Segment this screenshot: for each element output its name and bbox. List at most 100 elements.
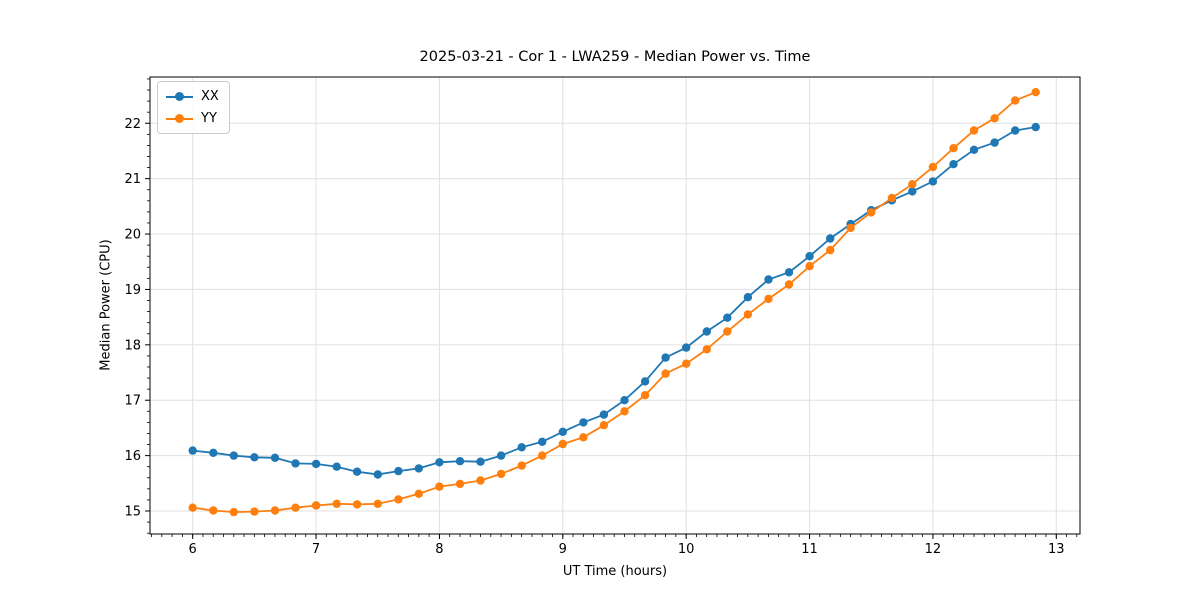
series-yy-point <box>188 503 197 512</box>
series-yy-point <box>579 433 588 442</box>
series-xx-point <box>558 427 567 436</box>
legend-line-marker-icon <box>166 113 193 124</box>
series-xx-point <box>743 293 753 302</box>
series-xx-point <box>990 138 999 147</box>
legend-item-yy: YY <box>166 109 219 128</box>
series-yy-point <box>1031 88 1040 97</box>
x-tick-label: 12 <box>925 542 942 557</box>
series-xx-point <box>188 446 197 455</box>
y-tick-label: 21 <box>124 172 141 187</box>
series-xx-point <box>332 462 341 471</box>
y-tick-label: 15 <box>124 505 141 520</box>
series-yy-point <box>846 223 855 233</box>
y-tick-label: 17 <box>124 394 141 409</box>
series-yy-line <box>192 91 1037 514</box>
series-yy-point <box>435 482 444 491</box>
series-yy-point <box>332 499 341 508</box>
series-yy-point <box>723 327 732 336</box>
series-xx-point <box>969 145 979 154</box>
x-tick-label: 10 <box>678 542 695 557</box>
series-yy-point <box>784 280 794 289</box>
plot-border <box>149 76 1081 535</box>
y-tick-label: 22 <box>124 117 141 132</box>
y-axis-label: Median Power (CPU) <box>98 239 114 371</box>
series-yy-point <box>455 479 465 489</box>
chart-title: 2025-03-21 - Cor 1 - LWA259 - Median Pow… <box>419 49 811 65</box>
series-xx-point <box>579 418 588 427</box>
legend-item-xx: XX <box>166 87 219 106</box>
series-yy-point <box>928 162 938 172</box>
x-tick-label: 7 <box>312 542 320 557</box>
series-yy-point <box>1011 96 1020 105</box>
series-xx-point <box>784 268 794 277</box>
series-xx-point <box>640 377 650 386</box>
series-yy-point <box>908 180 917 189</box>
series-yy-point <box>558 439 567 449</box>
series-yy-point <box>291 503 300 512</box>
series-yy-point <box>949 144 958 153</box>
series-yy-point <box>229 507 238 517</box>
series-xx-point <box>414 464 423 473</box>
series-xx-point <box>682 343 691 352</box>
series-yy-point <box>414 489 423 498</box>
series-xx-point <box>1031 122 1040 132</box>
series-xx-point <box>661 353 670 362</box>
series-yy-point <box>476 476 485 485</box>
series-xx-point <box>723 313 732 322</box>
series-yy-point <box>599 421 609 430</box>
x-tick-label: 6 <box>189 542 197 557</box>
series-yy-point <box>209 506 218 515</box>
series-yy-point <box>620 407 629 416</box>
x-tick-label: 8 <box>435 542 443 557</box>
series-xx-point <box>805 252 814 261</box>
legend-label-yy: YY <box>201 111 217 126</box>
x-axis-label: UT Time (hours) <box>562 564 668 579</box>
series-xx-point <box>702 327 711 336</box>
series-yy-point <box>826 245 835 255</box>
series-yy-point <box>352 500 362 509</box>
series-yy-point <box>887 193 897 203</box>
series-yy-point <box>805 262 814 271</box>
series-xx-point <box>599 410 609 419</box>
series-xx-point <box>373 470 382 479</box>
series-yy-point <box>682 359 691 368</box>
series-xx-point <box>908 187 917 196</box>
series-yy-point <box>867 208 876 217</box>
series-xx-point <box>517 443 526 452</box>
y-tick-label: 18 <box>124 338 141 353</box>
series-xx-point <box>620 396 629 405</box>
series-yy-point <box>496 469 506 479</box>
series-xx-line <box>192 126 1036 476</box>
series-xx-point <box>311 459 321 469</box>
series-xx-point <box>229 451 238 460</box>
series-xx-point <box>928 177 938 186</box>
legend-label-xx: XX <box>201 89 219 104</box>
x-tick-label: 9 <box>559 542 567 557</box>
series-xx-point <box>394 466 403 476</box>
x-tick-label: 11 <box>801 542 818 557</box>
series-xx-point <box>270 453 280 462</box>
series-yy-point <box>743 310 753 319</box>
series-yy-point <box>764 294 773 304</box>
series-xx-point <box>209 448 218 457</box>
series-xx-point <box>538 437 547 446</box>
series-yy-point <box>394 495 403 504</box>
series-yy-point <box>661 369 670 378</box>
series-yy-point <box>373 499 382 508</box>
series-yy-point <box>640 391 650 400</box>
series-yy-point <box>270 506 280 515</box>
series-yy-point <box>990 114 999 123</box>
series-xx-point <box>352 467 362 476</box>
y-tick-label: 16 <box>124 449 141 464</box>
y-tick-label: 19 <box>124 283 141 298</box>
series-yy-point <box>517 461 526 470</box>
series-yy-point <box>969 126 979 135</box>
series-yy-point <box>538 451 547 460</box>
series-xx-point <box>250 453 259 462</box>
x-tick-label: 13 <box>1048 542 1065 557</box>
series-xx-point <box>949 160 958 169</box>
y-tick-label: 20 <box>124 228 141 243</box>
series-xx-point <box>1011 126 1020 135</box>
